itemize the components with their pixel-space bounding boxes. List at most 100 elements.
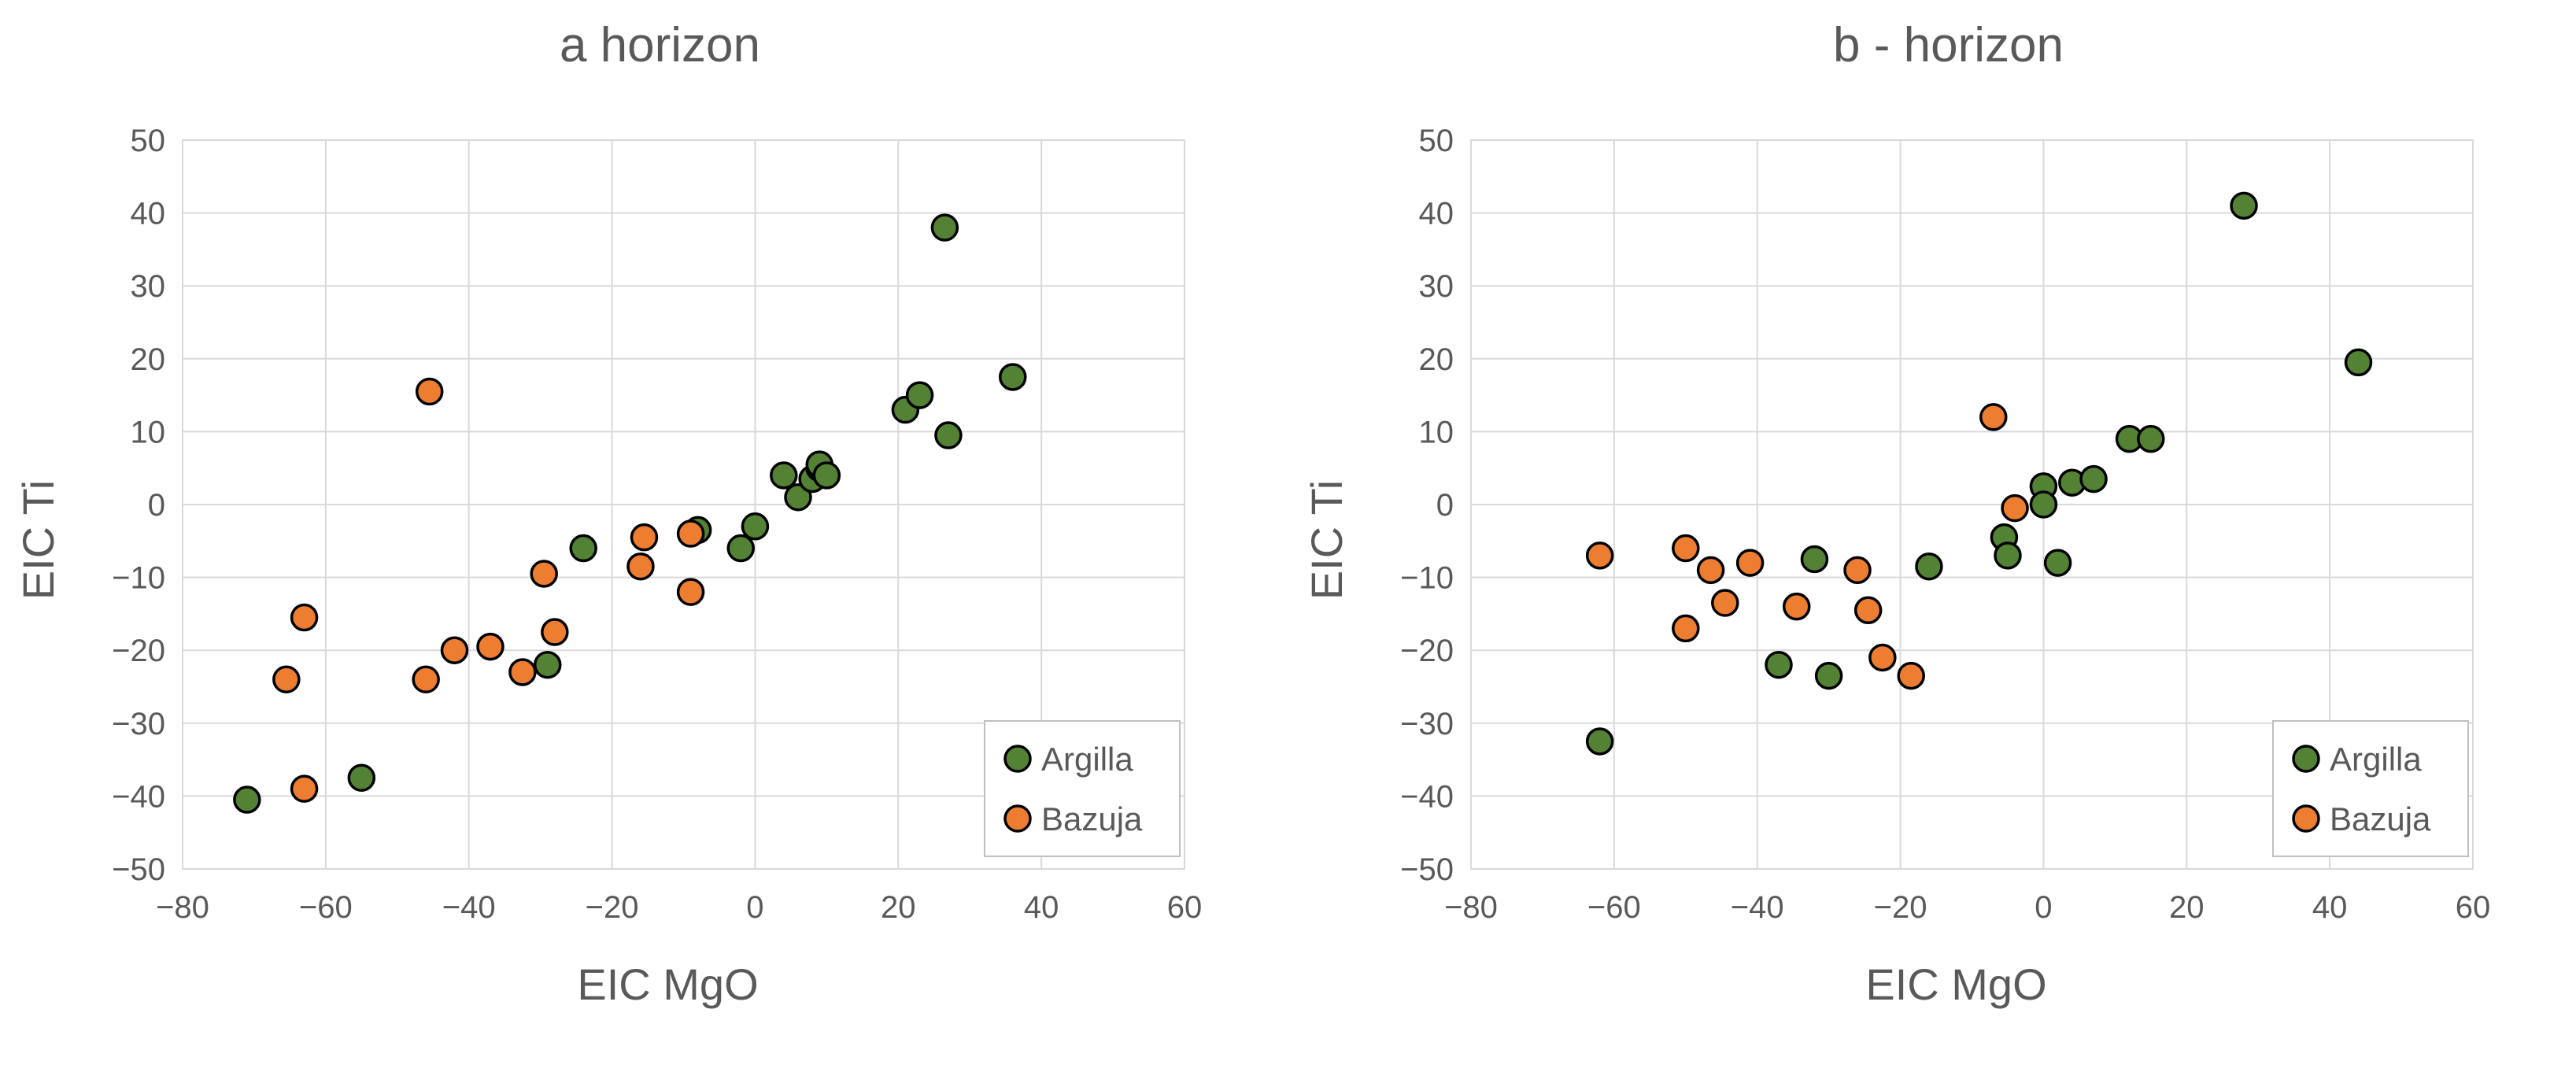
chart-0-point-bazuja [626, 552, 655, 581]
chart-1-x-tick-label: 0 [2035, 890, 2052, 925]
chart-0-point-argilla [741, 512, 770, 541]
chart-0-point-bazuja [412, 665, 440, 693]
chart-1-point-argilla [1814, 661, 1843, 690]
chart-1-point-argilla [2043, 549, 2072, 577]
chart-0-point-bazuja [476, 632, 504, 661]
chart-b-svg: b - horizon −80 −60 −40 −20 0 20 40 60 −50 −40 −30 −… [1302, 18, 2491, 1009]
chart-1-legend-marker-bazuja [2292, 804, 2320, 833]
chart-1-x-tick-label: −60 [1587, 890, 1641, 925]
chart-1-x-tick-label: 40 [2312, 890, 2348, 925]
chart-b-horizon: b - horizon −80 −60 −40 −20 0 20 40 60 −50 −40 −30 −… [1288, 0, 2576, 1083]
chart-1-point-argilla [1765, 650, 1793, 679]
chart-0-point-argilla [726, 534, 755, 563]
chart-0-point-argilla [347, 763, 376, 792]
chart-1-point-bazuja [1696, 556, 1725, 585]
chart-1-y-tick-label: 20 [1419, 342, 1454, 377]
chart-0-point-bazuja [676, 578, 705, 606]
chart-1-legend: Argilla Bazuja [2272, 720, 2469, 857]
chart-0-point-argilla [784, 482, 812, 512]
chart-a-svg: a horizon −80 −60 −40 −20 0 20 40 60 −50 −40 −30 −20… [13, 18, 1203, 1009]
chart-0-y-tick-label: 30 [131, 269, 166, 304]
chart-1-x-tick-label: −40 [1731, 890, 1784, 925]
chart-0-x-tick-label: −80 [156, 890, 209, 925]
chart-0-point-argilla [905, 381, 934, 409]
chart-1-point-argilla [2137, 424, 2165, 453]
chart-1-y-tick-label: 50 [1419, 124, 1454, 158]
chart-1-series-argilla [1585, 191, 2373, 756]
chart-0-point-bazuja [290, 774, 319, 803]
chart-0-x-tick-label: −20 [586, 890, 639, 925]
chart-1-x-tick-label: −80 [1444, 890, 1498, 925]
chart-1-y-tick-label: −50 [1400, 852, 1454, 887]
chart-0-y-tick-label: −10 [112, 561, 165, 596]
chart-0-point-argilla [533, 650, 562, 679]
chart-0-point-bazuja [290, 603, 319, 632]
chart-0-point-argilla [233, 785, 261, 814]
chart-1-point-bazuja [1853, 596, 1883, 625]
chart-0-point-bazuja [630, 523, 659, 552]
chart-0-y-tick-label: −20 [112, 634, 165, 668]
chart-1-legend-label-bazuja: Bazuja [2330, 800, 2431, 837]
chart-0-title: a horizon [560, 18, 760, 72]
chart-1-legend-marker-argilla [2292, 745, 2320, 773]
chart-0-point-argilla [934, 421, 963, 449]
chart-0-x-tick-label: 60 [1167, 890, 1203, 925]
chart-1-y-tick-label: 10 [1419, 415, 1454, 449]
chart-1-legend-box [2272, 720, 2469, 857]
chart-0-x-tick-label: −40 [442, 890, 496, 925]
chart-1-point-argilla [2029, 490, 2058, 519]
chart-0-point-bazuja [440, 636, 469, 664]
chart-1-point-bazuja [1585, 542, 1614, 570]
chart-0-y-tick-label: 50 [131, 124, 166, 158]
chart-0-series-bazuja [272, 377, 705, 803]
chart-1-x-axis-label: EIC MgO [1865, 959, 2046, 1009]
chart-1-point-argilla [2230, 191, 2258, 220]
chart-0-point-bazuja [508, 658, 537, 686]
chart-0-x-axis-label: EIC MgO [577, 959, 758, 1009]
chart-1-plot-area [1470, 139, 2474, 870]
chart-1-y-tick-label: 40 [1419, 197, 1454, 231]
chart-0-y-axis-label: EIC Ti [13, 480, 63, 600]
chart-1-point-bazuja [1868, 643, 1897, 672]
chart-1-y-tick-label: 0 [1436, 488, 1454, 523]
chart-0-plot-area [182, 139, 1185, 870]
chart-0-point-bazuja [541, 618, 569, 646]
chart-0-y-tick-label: 20 [131, 342, 166, 377]
chart-a-horizon: a horizon −80 −60 −40 −20 0 20 40 60 −50 −40 −30 −20… [13, 18, 1203, 1009]
chart-0-y-tick-label: −30 [112, 707, 165, 741]
chart-1-y-tick-label: 30 [1419, 269, 1454, 304]
chart-0-x-tick-label: 20 [881, 890, 916, 925]
chart-1-point-argilla [1585, 727, 1614, 756]
chart-1-point-argilla [2079, 464, 2108, 493]
chart-0-point-argilla [812, 461, 841, 490]
chart-0-point-argilla [770, 461, 798, 490]
chart-1-legend-label-argilla: Argilla [2330, 741, 2422, 778]
chart-1-point-argilla [1800, 545, 1829, 574]
chart-0-x-tick-label: 0 [746, 890, 763, 925]
chart-1-y-tick-label: −40 [1400, 779, 1454, 814]
chart-0-legend: Argilla Bazuja [984, 720, 1181, 857]
chart-1-title: b - horizon [1833, 18, 2064, 72]
chart-0-y-tick-label: 10 [131, 415, 166, 449]
chart-1-y-axis-label: EIC Ti [1302, 480, 1351, 600]
chart-1-point-bazuja [1711, 589, 1739, 617]
chart-1-series-bazuja [1585, 403, 2029, 690]
chart-1-point-bazuja [1672, 534, 1700, 563]
chart-0-point-argilla [569, 534, 597, 563]
chart-0-legend-label-bazuja: Bazuja [1041, 800, 1143, 837]
chart-0-point-bazuja [415, 377, 444, 406]
chart-1-point-bazuja [1897, 661, 1925, 690]
chart-0-point-bazuja [272, 665, 301, 693]
chart-0-legend-marker-bazuja [1003, 804, 1032, 833]
chart-0-y-tick-label: 40 [131, 197, 166, 231]
chart-0-point-bazuja [676, 519, 705, 548]
chart-1-x-tick-label: 60 [2456, 890, 2491, 925]
chart-0-legend-label-argilla: Argilla [1041, 741, 1133, 778]
chart-1-point-bazuja [2001, 493, 2029, 523]
chart-0-y-tick-label: −40 [112, 779, 165, 814]
chart-0-point-argilla [999, 363, 1027, 391]
chart-1-y-tick-label: −20 [1400, 634, 1454, 668]
chart-1-point-bazuja [1782, 592, 1811, 621]
chart-0-y-tick-label: 0 [148, 488, 165, 523]
chart-1-point-bazuja [1672, 614, 1700, 643]
